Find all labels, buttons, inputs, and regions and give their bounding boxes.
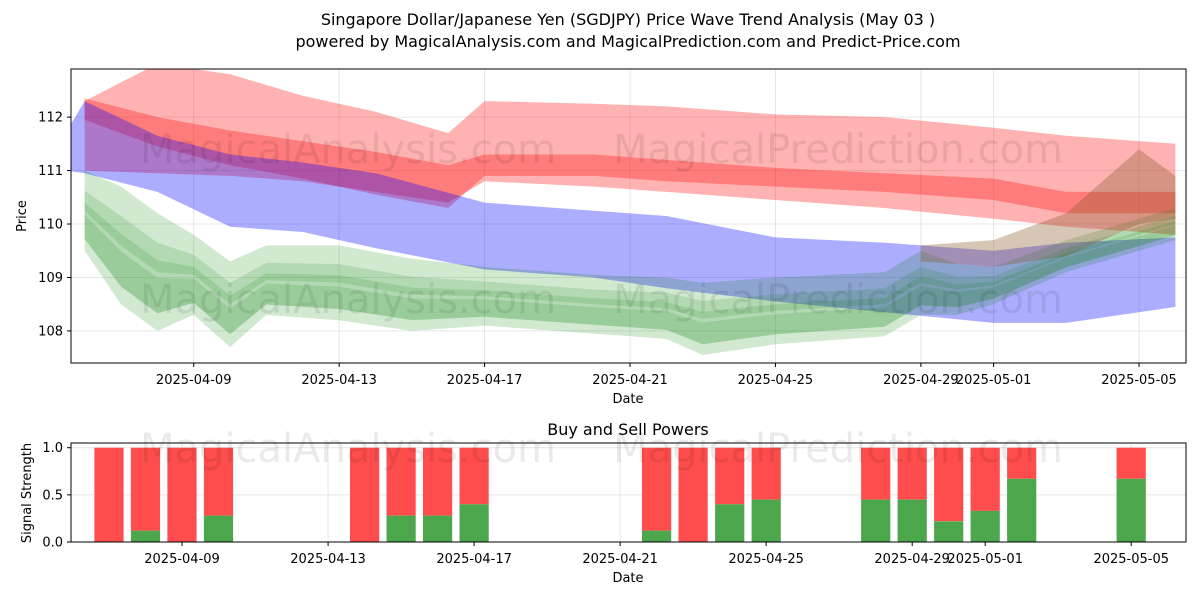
signal-panel: Buy and Sell Powers MagicalAnalysis.com … bbox=[20, 420, 1187, 586]
y-tick-label: 111 bbox=[38, 164, 63, 179]
price-band-brown-4 bbox=[920, 149, 1176, 267]
sell-bar bbox=[715, 447, 745, 505]
price-band-green-3 bbox=[84, 170, 1176, 355]
watermark-prediction-bottom: MagicalPrediction.com bbox=[613, 426, 1063, 472]
sell-bar bbox=[350, 447, 380, 542]
signal-x-tick-label: 2025-04-21 bbox=[582, 552, 658, 567]
signal-y-tick-label: 0.5 bbox=[42, 488, 63, 503]
buy-bar bbox=[970, 510, 1000, 542]
price-y-axis-label: Price bbox=[15, 200, 30, 232]
price-axes-frame bbox=[70, 68, 1187, 364]
buy-bar bbox=[423, 515, 453, 542]
price-x-axis-label: Date bbox=[612, 392, 643, 407]
price-y-ticks: 108 109 110 111 112 bbox=[38, 111, 71, 339]
sell-bar bbox=[751, 447, 781, 500]
price-band-green-layer-1 bbox=[84, 202, 1176, 345]
sell-bar bbox=[642, 447, 672, 531]
signal-panel-title: Buy and Sell Powers bbox=[547, 420, 709, 439]
sell-bar bbox=[934, 447, 964, 522]
price-x-ticks: 2025-04-09 2025-04-13 2025-04-17 2025-04-21… bbox=[156, 363, 1177, 388]
signal-y-axis-label: Signal Strength bbox=[20, 443, 35, 543]
watermark-prediction-top: MagicalPrediction.com bbox=[613, 127, 1063, 173]
buy-bar bbox=[459, 504, 489, 542]
buy-bar bbox=[386, 515, 416, 542]
y-tick-label: 109 bbox=[38, 271, 63, 286]
sell-bar bbox=[678, 447, 708, 542]
signal-x-tick-label: 2025-04-09 bbox=[144, 552, 220, 567]
price-panel: MagicalAnalysis.com MagicalPrediction.co… bbox=[15, 68, 1187, 407]
x-tick-label: 2025-05-01 bbox=[956, 373, 1032, 388]
buy-bar bbox=[1116, 478, 1146, 542]
signal-y-tick-label: 1.0 bbox=[42, 441, 63, 456]
sell-bar bbox=[1007, 447, 1037, 479]
watermark-prediction-top-low: MagicalPrediction.com bbox=[613, 277, 1063, 323]
buy-bar bbox=[130, 530, 161, 542]
x-tick-label: 2025-04-09 bbox=[156, 373, 232, 388]
price-bands bbox=[71, 69, 1176, 355]
y-tick-label: 110 bbox=[38, 218, 63, 233]
sell-bar bbox=[203, 447, 234, 516]
signal-x-tick-label: 2025-04-17 bbox=[436, 552, 512, 567]
y-tick-label: 108 bbox=[38, 324, 63, 339]
x-tick-label: 2025-04-17 bbox=[447, 373, 523, 388]
sell-bar bbox=[1116, 447, 1146, 479]
x-tick-label: 2025-05-05 bbox=[1101, 373, 1177, 388]
signal-x-tick-label: 2025-04-25 bbox=[728, 552, 804, 567]
signal-x-tick-label: 2025-04-29 bbox=[874, 552, 950, 567]
figure-title-line2: powered by MagicalAnalysis.com and Magic… bbox=[295, 32, 960, 51]
signal-axes-frame bbox=[70, 442, 1187, 543]
signal-bars bbox=[94, 447, 1146, 542]
signal-x-axis-label: Date bbox=[612, 571, 643, 586]
sell-bar bbox=[423, 447, 453, 516]
price-band-green-layer-2 bbox=[84, 214, 1176, 345]
signal-y-tick-label: 0.0 bbox=[42, 536, 63, 551]
figure-title-line1: Singapore Dollar/Japanese Yen (SGDJPY) P… bbox=[321, 10, 935, 29]
price-band-green-layer-0 bbox=[84, 190, 1176, 319]
price-grid bbox=[71, 69, 1186, 363]
signal-x-tick-label: 2025-04-13 bbox=[290, 552, 366, 567]
buy-bar bbox=[642, 530, 672, 542]
sell-bar bbox=[130, 447, 161, 531]
price-band-blue-2 bbox=[71, 101, 1176, 323]
watermark-analysis-top-low: MagicalAnalysis.com bbox=[140, 277, 556, 323]
sell-bar bbox=[970, 447, 1000, 511]
x-tick-label: 2025-04-29 bbox=[883, 373, 959, 388]
sell-bar bbox=[386, 447, 416, 516]
buy-bar bbox=[203, 515, 234, 542]
buy-bar bbox=[861, 499, 891, 542]
price-band-red-0 bbox=[84, 69, 1176, 235]
signal-x-ticks: 2025-04-09 2025-04-13 2025-04-17 2025-04-21… bbox=[144, 542, 1169, 567]
x-tick-label: 2025-04-21 bbox=[592, 373, 668, 388]
buy-bar bbox=[1007, 478, 1037, 542]
sell-bar bbox=[94, 447, 124, 542]
buy-bar bbox=[751, 499, 781, 542]
sell-bar bbox=[861, 447, 891, 500]
sell-bar bbox=[167, 447, 197, 542]
y-tick-label: 112 bbox=[38, 111, 63, 126]
x-tick-label: 2025-04-25 bbox=[738, 373, 814, 388]
watermark-analysis-top: MagicalAnalysis.com bbox=[140, 127, 556, 173]
price-band-red-1 bbox=[84, 98, 1176, 214]
buy-bar bbox=[715, 504, 745, 542]
buy-bar bbox=[897, 499, 927, 542]
signal-x-tick-label: 2025-05-05 bbox=[1093, 552, 1169, 567]
x-tick-label: 2025-04-13 bbox=[301, 373, 377, 388]
signal-y-ticks: 0.0 0.5 1.0 bbox=[42, 441, 71, 551]
sell-bar bbox=[897, 447, 927, 500]
watermark-analysis-bottom: MagicalAnalysis.com bbox=[140, 426, 556, 472]
buy-bar bbox=[934, 521, 964, 542]
signal-x-tick-label: 2025-05-01 bbox=[947, 552, 1023, 567]
sell-bar bbox=[459, 447, 489, 505]
